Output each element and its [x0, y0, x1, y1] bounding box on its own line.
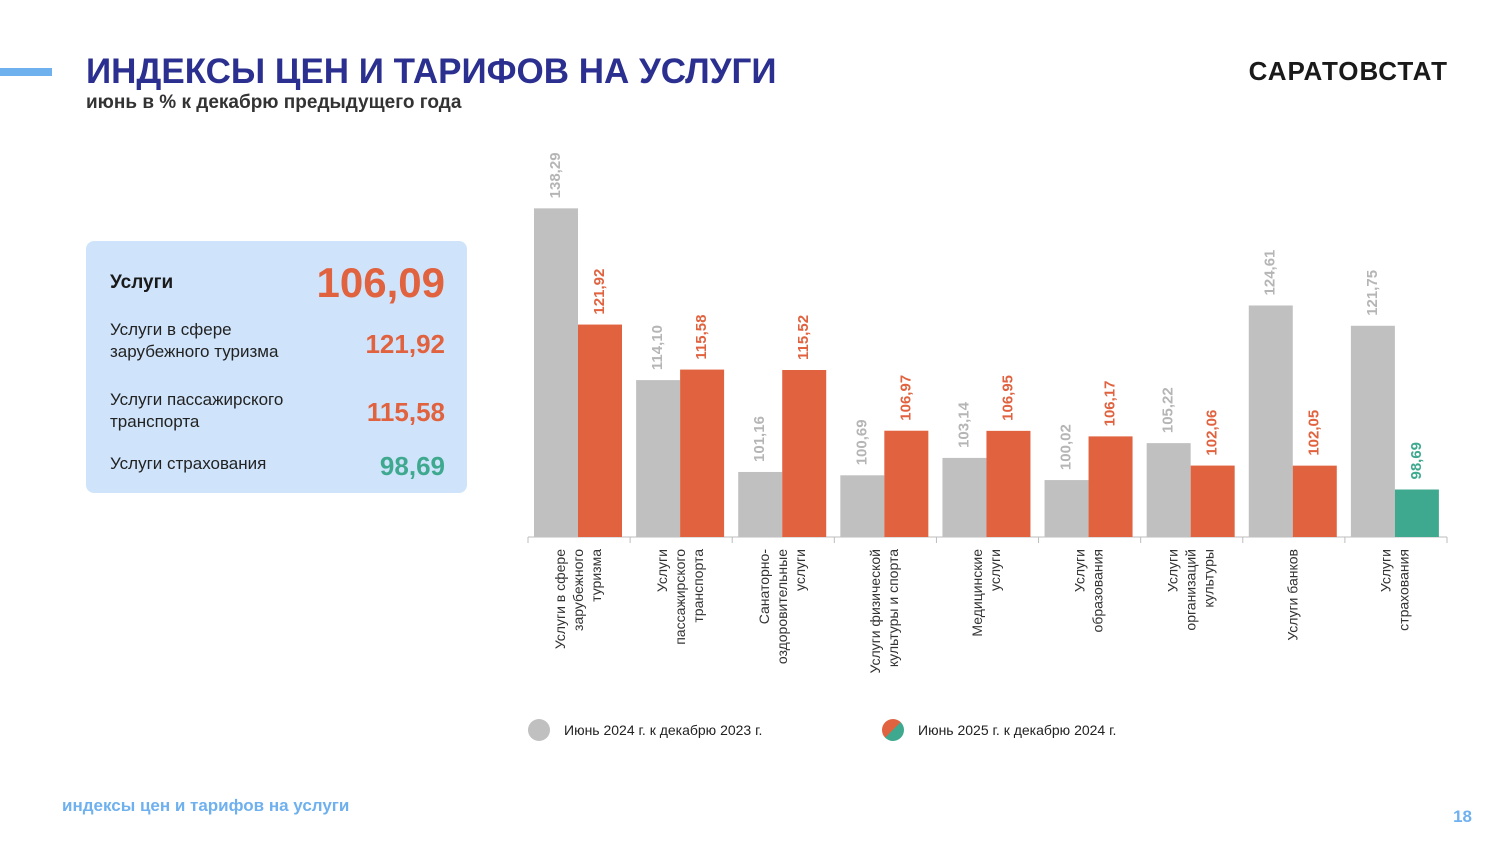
data-label: 124,61	[1262, 250, 1279, 296]
data-label: 121,75	[1364, 270, 1381, 316]
legend-label: Июнь 2025 г. к декабрю 2024 г.	[918, 722, 1117, 738]
bar-2024	[636, 380, 681, 537]
summary-row-label: Услуги страхования	[110, 454, 267, 473]
category-label: оздоровительные	[774, 549, 790, 664]
bar-2025	[1394, 489, 1439, 537]
category-label: организаций	[1182, 549, 1198, 631]
bar-2025	[1292, 465, 1337, 537]
category-label: Услуги	[654, 549, 670, 592]
summary-main-value: 106,09	[316, 259, 445, 306]
category-label: Медицинские	[969, 549, 985, 637]
brand-logo: САРАТОВСТАТ	[1248, 56, 1448, 86]
data-label: 102,06	[1204, 410, 1221, 456]
data-label: 100,69	[853, 419, 870, 465]
bar-2024	[1044, 480, 1089, 537]
category-label: Услуги	[1071, 549, 1087, 592]
data-label: 106,17	[1102, 381, 1119, 427]
category-label: культуры	[1200, 549, 1216, 608]
bar-2025	[884, 430, 929, 537]
data-label: 106,95	[999, 375, 1016, 421]
summary-panel: Услуги 106,09 Услуги в сфере зарубежного…	[86, 241, 467, 493]
legend-marker-orange-green	[882, 719, 904, 741]
bar-2024	[1248, 305, 1293, 537]
bar-2025	[578, 324, 622, 537]
bar-2024	[840, 475, 885, 537]
legend-label: Июнь 2024 г. к декабрю 2023 г.	[564, 722, 763, 738]
category-label: услуги	[792, 549, 808, 591]
footer-caption: индексы цен и тарифов на услуги	[62, 796, 350, 815]
bar-2025	[986, 430, 1031, 537]
page-title: ИНДЕКСЫ ЦЕН И ТАРИФОВ НА УСЛУГИ	[86, 52, 777, 91]
category-label: услуги	[987, 549, 1003, 591]
summary-row-label: Услуги в сфере зарубежного туризма	[110, 320, 279, 361]
bar-2024	[1146, 443, 1191, 537]
data-label: 101,16	[751, 416, 768, 462]
bar-2025	[782, 370, 827, 537]
page-subtitle: июнь в % к декабрю предыдущего года	[86, 92, 462, 113]
legend-marker-gray	[528, 719, 550, 741]
summary-row-value: 98,69	[379, 451, 445, 481]
bar-2024	[1350, 325, 1395, 537]
category-label: Услуги	[1164, 549, 1180, 592]
data-label: 121,92	[591, 269, 608, 315]
data-label: 102,05	[1306, 410, 1323, 456]
data-label: 103,14	[955, 401, 972, 448]
category-label: Санаторно-	[756, 549, 772, 625]
page-number: 18	[1453, 807, 1472, 826]
data-label: 138,29	[547, 152, 564, 198]
category-label: транспорта	[690, 549, 706, 623]
data-label: 105,22	[1160, 387, 1177, 433]
category-label: страхования	[1396, 549, 1412, 631]
data-label: 114,10	[649, 325, 666, 370]
bar-2024	[738, 471, 783, 537]
summary-row-value: 121,92	[365, 329, 445, 359]
bar-2024	[534, 208, 578, 537]
bar-2025	[680, 369, 725, 537]
category-label: Услуги физической	[867, 549, 883, 674]
data-label: 106,97	[897, 375, 914, 421]
category-label: Услуги банков	[1285, 549, 1301, 641]
category-label: пассажирского	[672, 549, 688, 645]
summary-main-label: Услуги	[110, 272, 174, 293]
legend-item-2024: Июнь 2024 г. к декабрю 2023 г.	[528, 719, 762, 741]
legend-item-2025: Июнь 2025 г. к декабрю 2024 г.	[882, 719, 1116, 741]
data-label: 98,69	[1408, 442, 1425, 480]
bar-2024	[942, 457, 987, 537]
summary-row-value: 115,58	[366, 397, 445, 427]
summary-row-label: Услуги пассажирского транспорта	[110, 390, 284, 431]
data-label: 100,02	[1058, 424, 1075, 470]
data-label: 115,52	[795, 315, 812, 360]
category-label: образования	[1089, 549, 1105, 632]
category-label: зарубежного	[570, 549, 586, 631]
category-label: туризма	[588, 549, 604, 602]
bar-2025	[1190, 465, 1235, 537]
header-accent-bar	[0, 68, 52, 76]
category-label: культуры и спорта	[885, 549, 901, 667]
bar-2025	[1088, 436, 1133, 537]
data-label: 115,58	[693, 315, 710, 360]
category-label: Услуги в сфере	[552, 549, 568, 649]
category-label: Услуги	[1378, 549, 1394, 592]
